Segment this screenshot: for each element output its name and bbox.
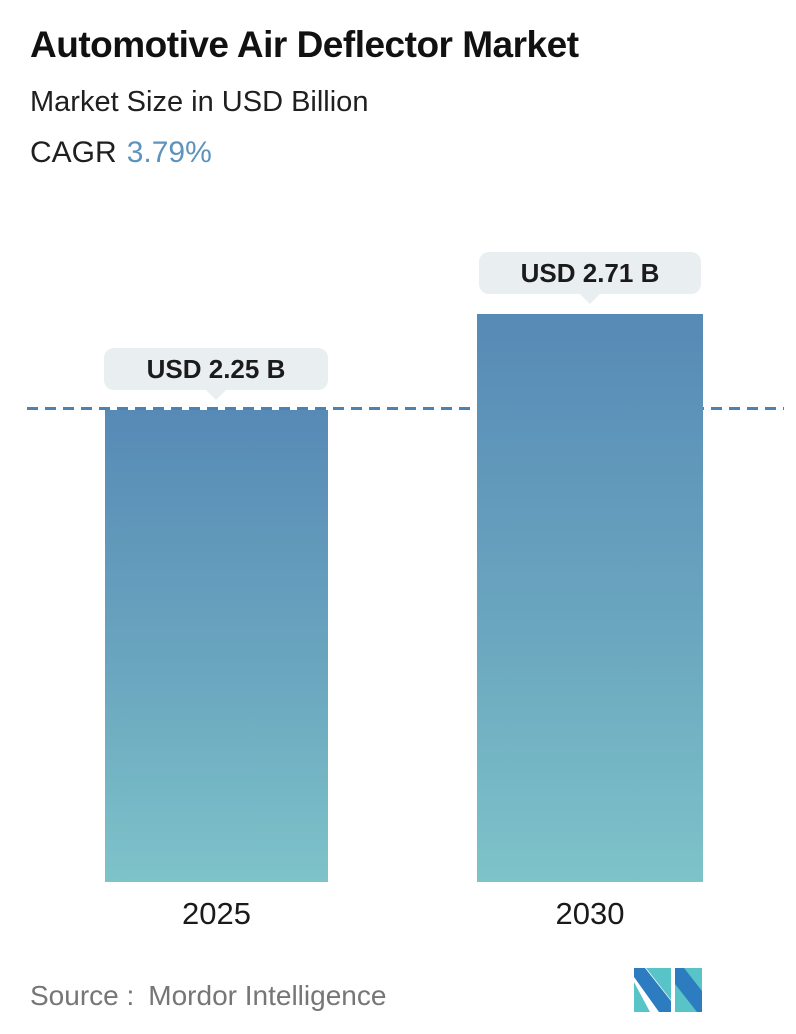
page-subtitle: Market Size in USD Billion (30, 86, 369, 118)
page-title: Automotive Air Deflector Market (30, 24, 579, 65)
x-axis-label-2030: 2030 (555, 896, 625, 931)
cagr-line: CAGR 3.79% (30, 136, 212, 170)
source-label: Source : (30, 980, 135, 1011)
value-callout-2025: USD 2.25 B (104, 348, 328, 390)
bar-2025 (105, 410, 328, 882)
reference-dashed-line (27, 407, 784, 410)
source-value: Mordor Intelligence (148, 980, 387, 1011)
bar-2030 (477, 314, 703, 882)
value-callout-2030: USD 2.71 B (479, 252, 701, 294)
value-label-2030: USD 2.71 B (520, 257, 660, 288)
mordor-intelligence-logo (634, 968, 702, 1012)
source-line: Source : Mordor Intelligence (30, 980, 386, 1012)
x-axis-label-2025: 2025 (182, 896, 251, 931)
cagr-label: CAGR (30, 136, 117, 169)
value-label-2025: USD 2.25 B (146, 353, 286, 384)
cagr-value: 3.79% (126, 136, 212, 169)
